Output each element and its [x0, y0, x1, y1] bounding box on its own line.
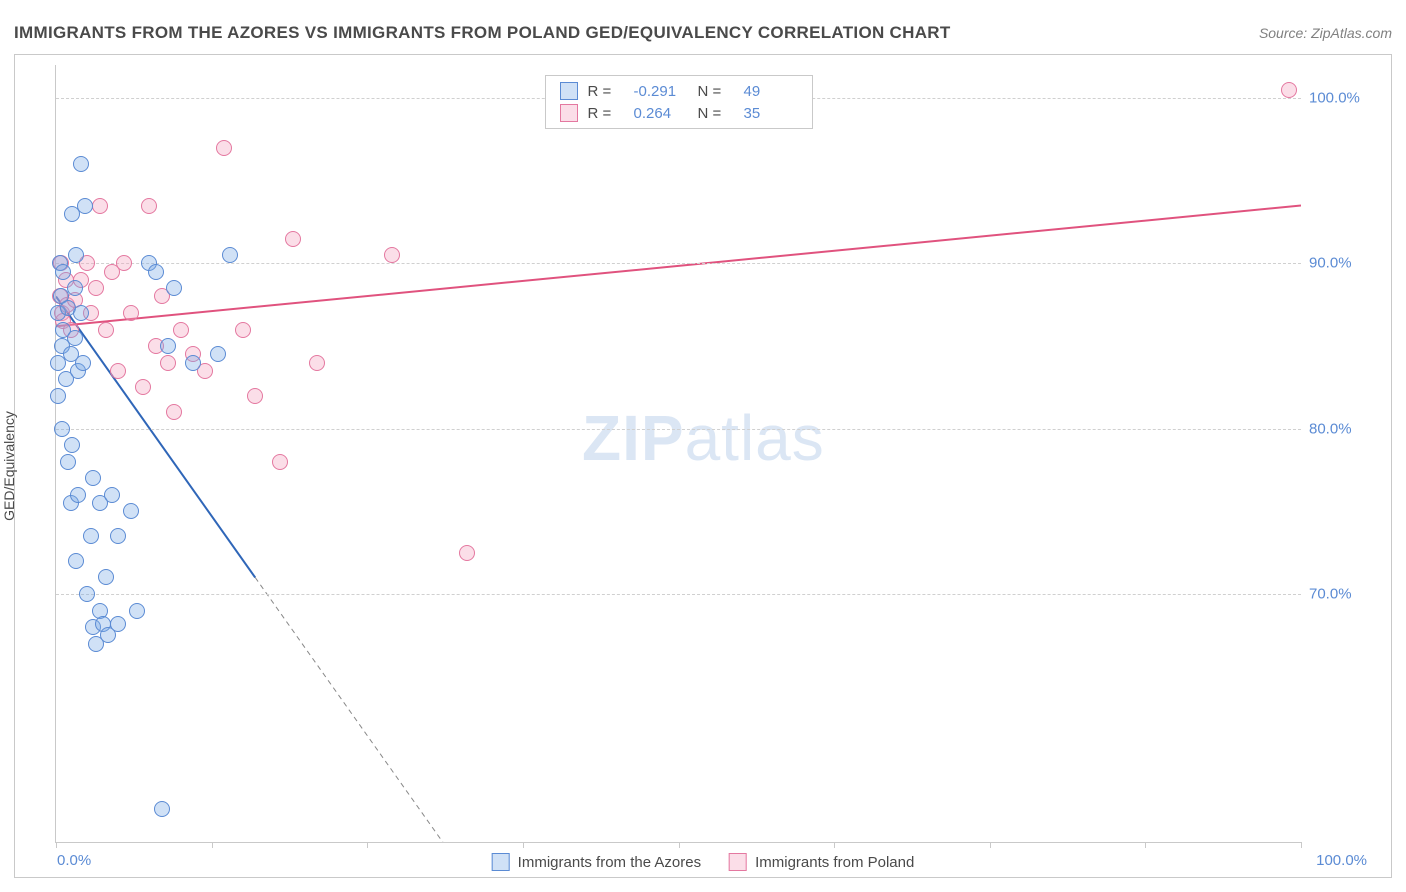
data-point [50, 388, 66, 404]
data-point [75, 355, 91, 371]
data-point [185, 355, 201, 371]
data-point [154, 801, 170, 817]
data-point [73, 305, 89, 321]
data-point [83, 528, 99, 544]
data-point [98, 569, 114, 585]
x-tick [523, 842, 524, 848]
data-point [166, 280, 182, 296]
data-point [73, 156, 89, 172]
data-point [85, 470, 101, 486]
data-point [70, 487, 86, 503]
legend-label-azores: Immigrants from the Azores [518, 854, 701, 871]
x-tick [1301, 842, 1302, 848]
data-point [54, 421, 70, 437]
series-legend: Immigrants from the Azores Immigrants fr… [492, 853, 915, 871]
source-attribution: Source: ZipAtlas.com [1259, 25, 1392, 41]
gridline [56, 263, 1301, 264]
data-point [104, 487, 120, 503]
data-point [129, 603, 145, 619]
data-point [1281, 82, 1297, 98]
swatch-blue-icon [492, 853, 510, 871]
x-tick [834, 842, 835, 848]
data-point [247, 388, 263, 404]
data-point [68, 247, 84, 263]
x-tick [56, 842, 57, 848]
gridline [56, 429, 1301, 430]
data-point [384, 247, 400, 263]
data-point [216, 140, 232, 156]
y-tick-label: 70.0% [1309, 586, 1381, 603]
x-tick [679, 842, 680, 848]
data-point [116, 255, 132, 271]
data-point [110, 363, 126, 379]
legend-item-poland: Immigrants from Poland [729, 853, 914, 871]
data-point [79, 586, 95, 602]
x-tick [367, 842, 368, 848]
swatch-pink-icon [729, 853, 747, 871]
data-point [123, 503, 139, 519]
legend-item-azores: Immigrants from the Azores [492, 853, 701, 871]
y-tick-label: 100.0% [1309, 90, 1381, 107]
data-point [222, 247, 238, 263]
y-axis-label: GED/Equivalency [1, 411, 17, 521]
data-point [67, 280, 83, 296]
data-point [67, 330, 83, 346]
data-point [235, 322, 251, 338]
x-tick [1145, 842, 1146, 848]
data-point [77, 198, 93, 214]
data-point [110, 616, 126, 632]
trendlines [56, 65, 1301, 842]
data-point [210, 346, 226, 362]
x-tick [212, 842, 213, 848]
data-point [68, 553, 84, 569]
poland-n-value: 35 [744, 105, 798, 122]
y-tick-label: 90.0% [1309, 255, 1381, 272]
data-point [135, 379, 151, 395]
data-point [166, 404, 182, 420]
data-point [141, 198, 157, 214]
azores-r-value: -0.291 [634, 83, 688, 100]
data-point [123, 305, 139, 321]
plot-area: ZIPatlas R = -0.291 N = 49 R = 0.264 N =… [55, 65, 1301, 843]
poland-r-value: 0.264 [634, 105, 688, 122]
gridline [56, 594, 1301, 595]
x-tick [990, 842, 991, 848]
data-point [92, 198, 108, 214]
swatch-pink-icon [560, 104, 578, 122]
swatch-blue-icon [560, 82, 578, 100]
data-point [88, 280, 104, 296]
data-point [173, 322, 189, 338]
chart-container: GED/Equivalency ZIPatlas R = -0.291 N = … [14, 54, 1392, 878]
data-point [160, 355, 176, 371]
data-point [98, 322, 114, 338]
x-axis-max-label: 100.0% [1316, 852, 1367, 869]
data-point [64, 437, 80, 453]
data-point [309, 355, 325, 371]
correlation-legend: R = -0.291 N = 49 R = 0.264 N = 35 [545, 75, 813, 129]
data-point [60, 454, 76, 470]
chart-title: IMMIGRANTS FROM THE AZORES VS IMMIGRANTS… [14, 23, 951, 43]
x-axis-min-label: 0.0% [57, 852, 91, 869]
azores-n-value: 49 [744, 83, 798, 100]
legend-row-poland: R = 0.264 N = 35 [560, 102, 798, 124]
data-point [285, 231, 301, 247]
data-point [272, 454, 288, 470]
legend-row-azores: R = -0.291 N = 49 [560, 80, 798, 102]
data-point [148, 264, 164, 280]
data-point [160, 338, 176, 354]
data-point [459, 545, 475, 561]
legend-label-poland: Immigrants from Poland [755, 854, 914, 871]
data-point [55, 264, 71, 280]
y-tick-label: 80.0% [1309, 420, 1381, 437]
data-point [110, 528, 126, 544]
